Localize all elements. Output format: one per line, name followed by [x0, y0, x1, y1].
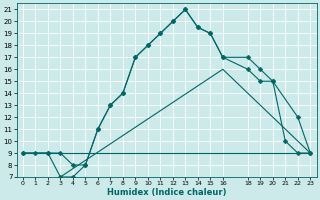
X-axis label: Humidex (Indice chaleur): Humidex (Indice chaleur): [107, 188, 226, 197]
